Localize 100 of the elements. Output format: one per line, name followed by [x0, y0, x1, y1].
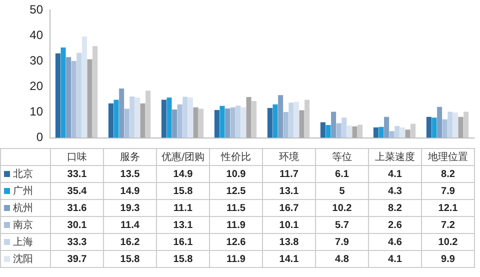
bar — [458, 116, 464, 138]
data-label: 10.2 — [316, 200, 368, 216]
data-label: 9.9 — [422, 250, 474, 268]
legend-label: 杭州 — [13, 203, 33, 214]
bar — [119, 88, 124, 138]
data-label: 13.1 — [262, 182, 316, 200]
data-label: 15.8 — [156, 182, 210, 200]
bar — [225, 108, 230, 138]
data-label: 30.1 — [50, 216, 104, 234]
bar — [172, 109, 178, 138]
bar — [304, 100, 310, 138]
bar — [346, 126, 352, 138]
data-label: 31.6 — [50, 200, 104, 216]
bar — [358, 124, 363, 138]
data-label: 13.5 — [104, 166, 156, 182]
data-label: 11.1 — [156, 200, 210, 216]
data-label: 12.5 — [210, 182, 262, 200]
data-label: 4.1 — [368, 166, 422, 182]
y-tick-label: 50 — [30, 2, 44, 17]
data-label: 15.8 — [104, 250, 156, 268]
bar — [71, 60, 76, 138]
y-tick-label: 40 — [30, 28, 44, 42]
data-label: 5.7 — [316, 216, 368, 234]
data-label: 15.8 — [156, 250, 210, 268]
bar — [108, 103, 114, 138]
data-label: 19.3 — [104, 200, 156, 216]
bar — [236, 106, 241, 138]
data-label: 33.1 — [50, 166, 104, 182]
bar — [432, 118, 437, 138]
bar — [283, 112, 288, 138]
x-tick-label: 优惠/团购 — [156, 148, 210, 166]
data-label: 11.4 — [104, 216, 156, 234]
bar — [130, 96, 135, 138]
bar — [82, 36, 87, 138]
data-label: 35.4 — [50, 182, 104, 200]
bar — [161, 100, 166, 138]
bar — [134, 97, 140, 138]
data-label: 16.1 — [156, 234, 210, 250]
bar — [188, 97, 193, 138]
x-tick-label: 性价比 — [210, 148, 262, 166]
bar — [278, 95, 284, 138]
data-label: 33.3 — [50, 234, 104, 250]
data-label: 14.1 — [262, 250, 316, 268]
bar — [76, 52, 82, 138]
bar — [272, 104, 278, 138]
y-tick-label: 20 — [30, 79, 44, 94]
data-label: 10.1 — [262, 216, 316, 234]
bar — [331, 112, 336, 138]
bar — [240, 107, 246, 138]
bar — [352, 126, 358, 138]
bar — [114, 100, 119, 138]
data-label: 4.8 — [316, 250, 368, 268]
data-label: 13.1 — [156, 216, 210, 234]
bar — [288, 102, 294, 138]
y-tick-label: 0 — [36, 130, 44, 144]
bar — [452, 112, 458, 138]
data-label: 11.9 — [210, 250, 262, 268]
data-label: 2.6 — [368, 216, 422, 234]
bar — [146, 90, 151, 138]
bar — [193, 107, 198, 138]
bar — [342, 118, 347, 138]
bar — [214, 110, 220, 138]
bar — [378, 126, 384, 138]
bar — [336, 123, 342, 138]
bar — [464, 112, 469, 138]
x-tick-label: 服务 — [104, 148, 156, 166]
x-tick-label: 环境 — [262, 148, 316, 166]
data-label: 11.5 — [210, 200, 262, 216]
bar — [437, 106, 442, 138]
bar — [294, 102, 299, 138]
x-tick-label: 等位 — [316, 148, 368, 166]
bar — [124, 108, 130, 138]
bar — [426, 116, 432, 138]
data-label: 11.9 — [210, 216, 262, 234]
data-label: 39.7 — [50, 250, 104, 268]
bar — [140, 103, 146, 138]
data-label: 7.2 — [422, 216, 474, 234]
y-tick-label: 30 — [30, 54, 44, 68]
legend-label: 广州 — [13, 186, 33, 197]
data-label: 7.9 — [316, 234, 368, 250]
data-label: 16.2 — [104, 234, 156, 250]
legend-label: 南京 — [13, 220, 33, 231]
data-label: 7.9 — [422, 182, 474, 200]
bar — [166, 97, 172, 138]
data-label: 10.9 — [210, 166, 262, 182]
legend-label: 北京 — [13, 169, 33, 180]
bar — [252, 101, 257, 138]
x-tick-label: 地理位置 — [422, 148, 474, 166]
data-label: 16.7 — [262, 200, 316, 216]
data-label: 12.1 — [422, 200, 474, 216]
bar — [373, 127, 378, 138]
bar — [92, 46, 98, 138]
bar — [177, 104, 182, 138]
data-label: 10.2 — [422, 234, 474, 250]
data-label: 4.6 — [368, 234, 422, 250]
x-tick-label: 口味 — [50, 148, 104, 166]
bar — [246, 96, 252, 138]
y-tick-label: 10 — [30, 104, 44, 119]
data-label: 5 — [316, 182, 368, 200]
bar — [87, 59, 92, 138]
